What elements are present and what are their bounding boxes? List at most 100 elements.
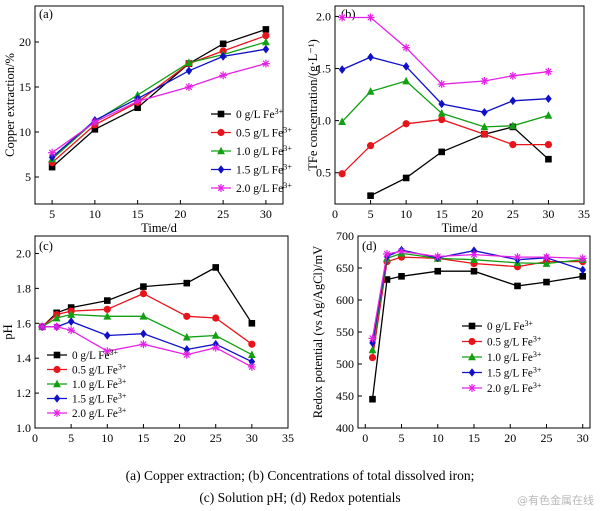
series-line: [41, 313, 253, 356]
data-point: [134, 104, 141, 111]
data-point: [366, 142, 375, 150]
data-point: [91, 126, 99, 133]
data-point: [67, 326, 76, 335]
x-tick-label: 10: [101, 431, 113, 445]
data-point: [338, 13, 347, 22]
legend-label: 0 g/L Fe3+: [487, 319, 534, 333]
series-1-0-g-l-fe3-: [338, 76, 553, 131]
panel-label: (d): [362, 239, 377, 253]
data-point: [261, 37, 270, 46]
legend-marker: [217, 146, 225, 155]
data-point: [369, 395, 376, 403]
legend-label: 0.5 g/L Fe3+: [236, 126, 292, 140]
data-point: [578, 254, 587, 263]
data-point: [139, 311, 148, 320]
data-point: [248, 319, 256, 327]
x-tick-label: 15: [468, 431, 480, 445]
series-line: [42, 326, 253, 368]
data-point: [398, 273, 405, 280]
data-point: [248, 340, 256, 348]
x-tick-label: 25: [210, 431, 222, 445]
y-tick-label: 0.5: [316, 166, 331, 180]
data-point: [480, 122, 489, 131]
legend-marker: [53, 409, 61, 417]
y-tick-label: 450: [336, 389, 354, 403]
data-point: [437, 80, 446, 89]
series-line: [370, 126, 549, 197]
data-point: [338, 117, 347, 125]
data-point: [67, 310, 76, 318]
data-point: [52, 313, 61, 322]
data-point: [212, 314, 220, 322]
data-point: [433, 252, 442, 261]
y-tick-label: 400: [336, 421, 354, 435]
series-1-5-g-l-fe3-: [338, 52, 552, 117]
data-point: [338, 65, 346, 74]
legend: 0 g/L Fe3+0.5 g/L Fe3+1.0 g/L Fe3+1.5 g/…: [462, 319, 542, 395]
y-tick-label: 1.6: [16, 316, 31, 330]
data-point: [369, 338, 376, 348]
caption-line-1: (a) Copper extraction; (b) Concentration…: [125, 468, 475, 483]
data-point: [542, 259, 551, 267]
data-point: [402, 120, 410, 128]
legend-label: 0.5 g/L Fe3+: [72, 363, 127, 377]
data-point: [513, 253, 522, 262]
data-point: [139, 290, 148, 298]
y-tick-label: 550: [336, 325, 354, 339]
x-tick-label: 5: [399, 431, 405, 445]
data-point: [383, 276, 391, 283]
data-point: [368, 354, 377, 362]
series-2-0-g-l-fe3-: [38, 322, 256, 371]
series-1-0-g-l-fe3-: [48, 37, 270, 163]
x-tick-label: 25: [541, 431, 553, 445]
y-tick-label: 1.2: [16, 386, 31, 400]
legend-label: 0 g/L Fe3+: [72, 348, 119, 362]
x-tick-label: 25: [507, 207, 519, 221]
data-point: [338, 170, 346, 178]
x-tick-label: 30: [542, 207, 554, 221]
data-point: [185, 58, 193, 66]
data-point: [211, 343, 220, 352]
data-point: [140, 283, 147, 290]
series-line: [51, 62, 267, 154]
legend-marker: [53, 379, 61, 388]
data-point: [38, 322, 47, 331]
legend-label: 2.0 g/L Fe3+: [487, 381, 542, 395]
series-0-5-g-l-fe3-: [368, 253, 587, 362]
data-point: [402, 174, 410, 182]
y-tick-label: 700: [336, 229, 354, 243]
data-point: [368, 345, 377, 354]
data-point: [103, 311, 112, 320]
y-tick-label: 2.0: [16, 246, 31, 260]
legend-marker: [468, 368, 476, 377]
y-tick-label: 5: [25, 170, 31, 184]
legend: 0 g/L Fe3+0.5 g/L Fe3+1.0 g/L Fe3+1.5 g/…: [211, 107, 292, 195]
x-tick-label: 20: [504, 431, 516, 445]
y-tick-label: 650: [336, 261, 354, 275]
panel-label: (a): [39, 7, 53, 21]
panel-d-redox-potential: 0 5 10 15 20 25 30 400 450 500 550 600 650 700 Redox p…: [311, 229, 591, 445]
data-point: [366, 87, 375, 95]
legend-marker: [217, 110, 225, 118]
y-tick-label: 1.8: [16, 281, 31, 295]
data-point: [438, 99, 446, 109]
data-point: [437, 109, 446, 117]
x-tick-label: 0: [362, 431, 368, 445]
data-point: [182, 332, 191, 341]
x-tick-label: 10: [89, 207, 101, 221]
plot-frame: [34, 235, 289, 429]
data-point: [133, 97, 142, 106]
legend-label: 0 g/L Fe3+: [236, 107, 284, 121]
data-point: [481, 107, 488, 117]
series-line: [51, 48, 267, 158]
data-point: [366, 13, 375, 22]
data-point: [470, 255, 478, 263]
data-point: [262, 26, 270, 33]
x-tick-label: 5: [68, 431, 74, 445]
x-tick-label: 30: [260, 207, 272, 221]
data-point: [182, 350, 191, 359]
data-point: [248, 357, 256, 366]
data-point: [212, 264, 220, 271]
x-tick-label: 25: [217, 207, 229, 221]
